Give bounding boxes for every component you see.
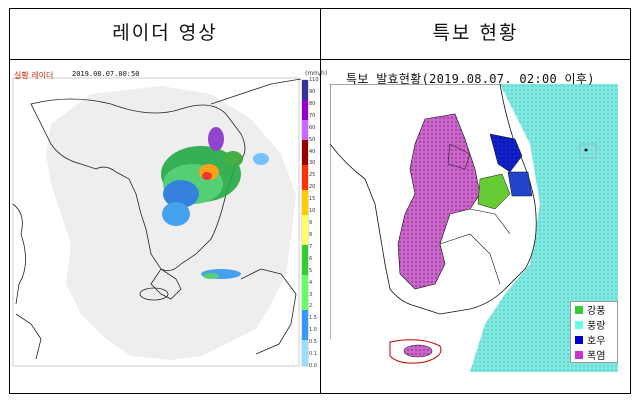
legend-item-wind-wave: 풍랑: [571, 317, 617, 332]
radar-scale-tick: 0.1: [309, 351, 317, 358]
radar-scale-tick: 90: [309, 88, 316, 95]
legend-item-heat-wave: 폭염: [571, 347, 617, 362]
radar-scale-tick: 4: [309, 279, 313, 286]
warning-header: 특보 현황: [432, 22, 519, 44]
radar-scale-tick: 70: [309, 112, 316, 119]
radar-scale-tick: 2: [309, 303, 313, 310]
radar-timestamp: 2019.08.07.00:50: [72, 70, 140, 78]
radar-scale-tick: 25: [309, 172, 316, 179]
radar-scale-tick: 0.0: [309, 363, 317, 369]
warning-legend: 강풍 풍랑 호우 폭염: [570, 301, 618, 363]
legend-swatch: [575, 320, 583, 329]
radar-scale-tick: 9: [309, 220, 313, 226]
column-divider: [320, 8, 321, 394]
legend-item-strong-wind: 강풍: [571, 302, 617, 317]
legend-swatch: [575, 335, 583, 344]
radar-scale-tick: 6: [309, 255, 313, 262]
legend-swatch: [575, 305, 583, 314]
legend-label: 호우: [587, 336, 606, 347]
legend-label: 폭염: [587, 351, 606, 362]
radar-scale-tick: 110: [309, 77, 319, 83]
radar-scale-tick: 1.0: [309, 327, 317, 334]
radar-scale-tick: 0.5: [309, 339, 317, 346]
radar-scale-tick: 30: [309, 160, 316, 167]
radar-label: 실황 레이더: [14, 71, 54, 80]
radar-scale-tick: 5: [309, 267, 313, 274]
radar-scale-tick: 10: [309, 208, 316, 215]
radar-scale-tick: 15: [309, 196, 316, 203]
radar-scale-tick: 50: [309, 136, 316, 143]
radar-scale-tick: 1.5: [309, 315, 317, 322]
warning-title: 특보 발효현황(2019.08.07. 02:00 이후): [346, 72, 595, 86]
radar-scale-tick: 3: [309, 291, 313, 298]
radar-image: [11, 64, 319, 370]
legend-label: 풍랑: [587, 321, 606, 332]
header-divider: [9, 59, 631, 60]
radar-header: 레이더 영상: [112, 22, 218, 44]
radar-scale-tick: 60: [309, 124, 316, 131]
legend-swatch: [575, 350, 583, 359]
legend-item-heavy-rain: 호우: [571, 332, 617, 347]
radar-scale-tick: 40: [309, 148, 316, 155]
radar-scale-tick: 8: [309, 231, 313, 238]
radar-scale-tick: 80: [309, 100, 316, 107]
radar-scale-tick: 7: [309, 243, 313, 250]
radar-unit: (mm/h): [305, 70, 328, 77]
radar-scale-tick: 20: [309, 184, 316, 191]
legend-label: 강풍: [587, 306, 606, 317]
